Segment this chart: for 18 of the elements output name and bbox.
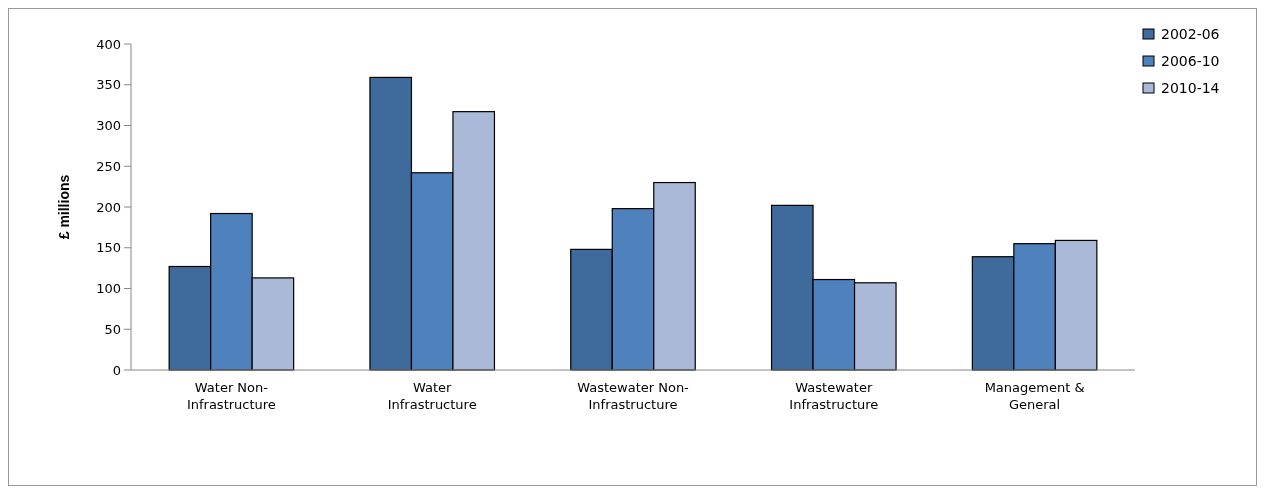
y-tick-label: 400 <box>96 36 121 52</box>
legend-label: 2006-10 <box>1161 52 1220 69</box>
y-tick-label: 150 <box>96 240 121 256</box>
legend-label: 2002-06 <box>1161 25 1220 42</box>
y-tick-label: 350 <box>96 77 121 93</box>
y-tick-label: 0 <box>112 362 121 378</box>
y-tick-label: 100 <box>96 281 121 297</box>
y-tick-label: 200 <box>96 199 121 215</box>
x-tick-label: Wastewater Non-Infrastructure <box>577 380 690 412</box>
y-axis-title: £ millions <box>56 174 72 240</box>
y-tick-label: 250 <box>96 158 121 174</box>
legend-label: 2010-14 <box>1161 79 1220 96</box>
x-tick-label: Wastewater Infrastructure <box>789 380 879 412</box>
y-tick-label: 50 <box>104 321 121 337</box>
x-tick-label: Water Infrastructure <box>387 380 477 412</box>
x-tick-label: Water Non-Infrastructure <box>186 380 276 412</box>
y-tick-label: 300 <box>96 118 121 134</box>
x-tick-label: Management & General <box>984 380 1085 412</box>
